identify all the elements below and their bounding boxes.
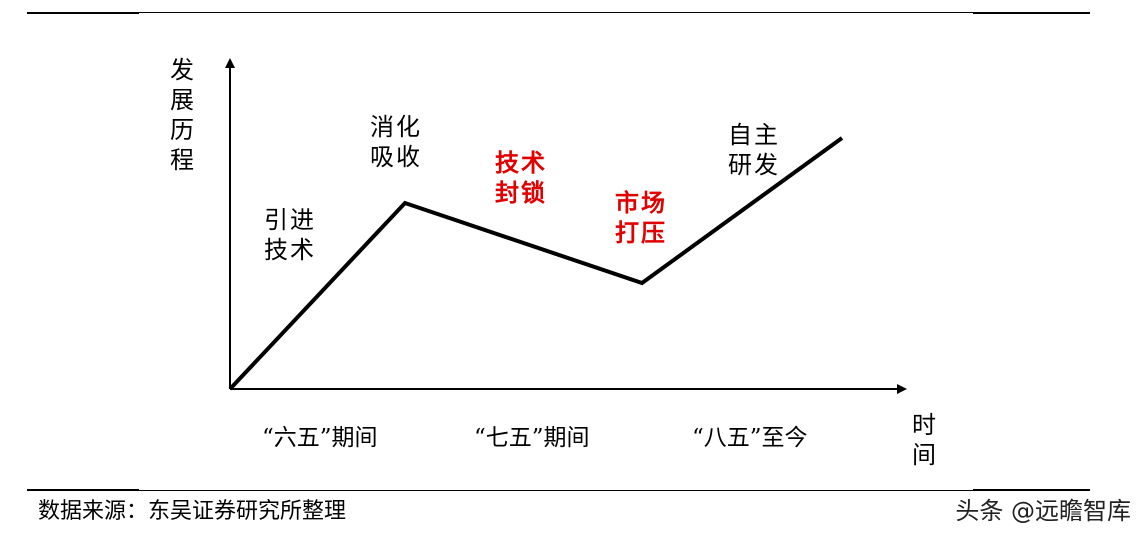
y-axis-label: 发展历程 xyxy=(170,56,196,174)
bottom-rule-middle xyxy=(139,490,973,491)
top-rule-right xyxy=(973,12,1090,14)
period-label-6th: “六五”期间 xyxy=(262,425,378,451)
watermark: 头条 @远瞻智库 xyxy=(955,497,1131,525)
stage-label-import: 引进技术 xyxy=(264,206,316,264)
top-rule-left xyxy=(27,12,139,14)
stage-label-independent: 自主研发 xyxy=(728,121,780,179)
stage-label-digest: 消化吸收 xyxy=(370,113,422,171)
source-note: 数据来源：东吴证券研究所整理 xyxy=(38,499,347,524)
bottom-rule-left xyxy=(27,489,139,491)
period-label-8th: “八五”至今 xyxy=(692,425,808,451)
bottom-rule-right xyxy=(973,489,1090,491)
development-path xyxy=(228,136,844,391)
stage-label-suppression: 市场打压 xyxy=(615,188,667,247)
top-rule-middle xyxy=(139,12,973,13)
period-label-7th: “七五”期间 xyxy=(474,425,590,451)
x-axis-label: 时间 xyxy=(912,411,938,469)
stage-label-blockade: 技术封锁 xyxy=(495,148,547,207)
